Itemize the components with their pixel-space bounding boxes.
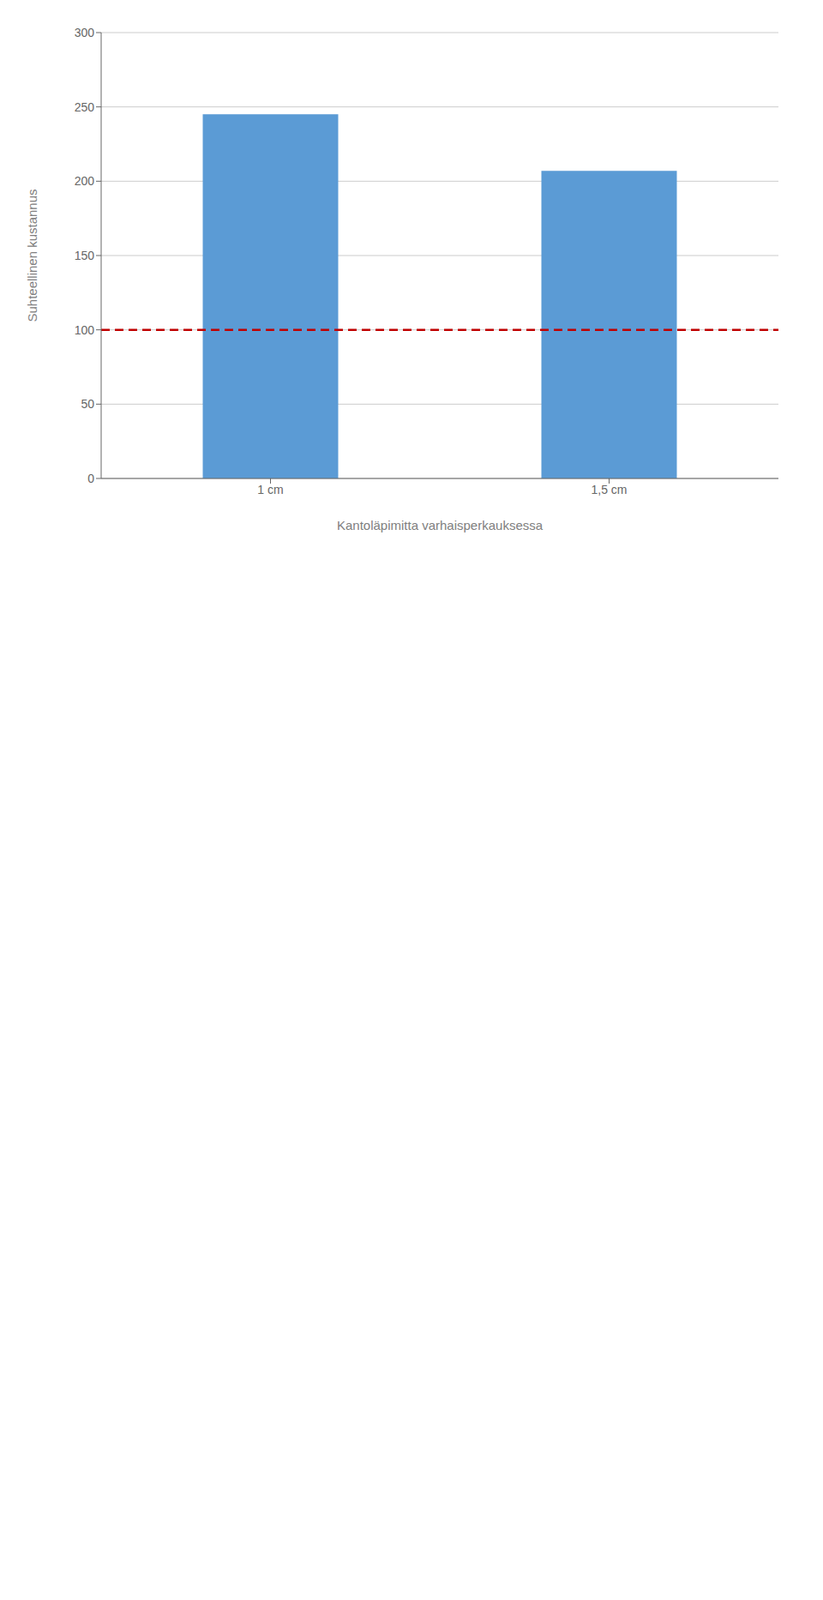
- svg-text:Suhteellinen kustannus: Suhteellinen kustannus: [24, 188, 40, 322]
- svg-text:100: 100: [74, 323, 96, 337]
- svg-text:200: 200: [74, 174, 96, 188]
- svg-text:1 cm: 1 cm: [257, 482, 283, 497]
- svg-text:300: 300: [74, 25, 96, 40]
- svg-text:1,5 cm: 1,5 cm: [590, 482, 627, 497]
- svg-text:250: 250: [74, 100, 96, 115]
- svg-text:0: 0: [87, 471, 95, 486]
- svg-text:150: 150: [74, 248, 96, 263]
- svg-text:50: 50: [80, 396, 95, 411]
- svg-text:Kantoläpimitta varhaisperkauks: Kantoläpimitta varhaisperkauksessa: [336, 517, 544, 533]
